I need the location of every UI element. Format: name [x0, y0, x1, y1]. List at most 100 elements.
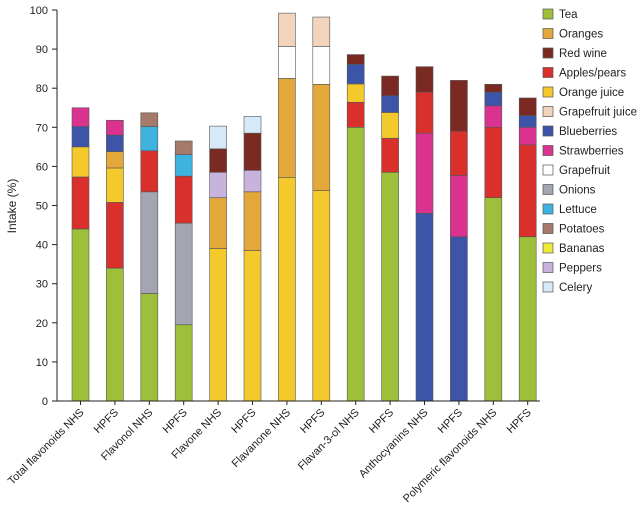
x-tick-label: HPFS: [161, 407, 190, 436]
bar-stack: [518, 97, 537, 402]
bar-segment-red-wine: [381, 75, 399, 96]
x-tick-label: Total flavonoids NHS: [6, 407, 87, 488]
bar-stack: [484, 83, 503, 402]
bar-segment-blueberries: [518, 115, 537, 128]
bar-segment-tea: [381, 171, 399, 402]
bar-segment-blueberries: [106, 134, 124, 152]
bar-stack: [278, 12, 296, 402]
bar-segment-blueberries: [484, 91, 503, 107]
bar-segment-strawberries: [518, 127, 537, 146]
legend-label: Red wine: [559, 48, 607, 60]
legend-swatch: [542, 262, 554, 273]
legend-item: Oranges: [542, 28, 603, 41]
x-tick-label: HPFS: [505, 407, 534, 436]
legend-swatch: [542, 223, 554, 234]
x-tick-label: HPFS: [229, 407, 258, 436]
bar-segment-strawberries: [450, 175, 468, 238]
legend-item: Lettuce: [542, 203, 597, 216]
legend-item: Potatoes: [542, 223, 605, 236]
bar-segment-oranges: [312, 83, 331, 191]
bar-segment-red-wine: [484, 83, 503, 93]
bar-segment-red-wine: [518, 97, 537, 116]
bar-segment-oranges: [243, 191, 262, 251]
bar-segment-strawberries: [484, 105, 503, 128]
legend-item: Blueberries: [542, 125, 617, 138]
bar-segment-grapefruit-juice: [278, 12, 296, 47]
x-tick-label: Flavanone NHS: [230, 407, 293, 470]
plot-area: [71, 12, 537, 402]
legend-item: Peppers: [542, 262, 602, 275]
bar-stack: [174, 140, 193, 402]
bar-segment-oranges: [106, 151, 124, 169]
bar-segment-celery: [243, 116, 262, 134]
y-tick-label: 80: [36, 83, 48, 95]
legend-swatch: [542, 47, 554, 59]
y-tick-label: 10: [36, 357, 48, 369]
legend-label: Potatoes: [559, 224, 605, 236]
y-tick-label: 70: [36, 122, 48, 134]
bar-segment-apples-pears: [174, 175, 193, 224]
legend-swatch: [542, 28, 554, 39]
legend-swatch: [542, 164, 554, 176]
y-tick-label: 60: [36, 161, 48, 173]
bar-segment-tea: [518, 236, 537, 402]
y-tick-label: 40: [36, 240, 48, 252]
bar-stack: [209, 125, 227, 402]
x-tick-label: HPFS: [92, 407, 121, 436]
bar-segment-blueberries: [346, 64, 365, 85]
legend-swatch: [542, 125, 554, 137]
y-tick-label: 50: [36, 201, 48, 213]
bar-segment-blueberries: [415, 213, 434, 402]
bar-segment-blueberries: [381, 95, 399, 113]
y-tick-label: 0: [42, 396, 48, 408]
legend-label: Lettuce: [559, 204, 597, 216]
legend-label: Celery: [559, 282, 592, 294]
legend-item: Onions: [542, 184, 596, 197]
bar-segment-strawberries: [106, 119, 124, 136]
legend-label: Bananas: [559, 243, 605, 255]
bar-segment-tea: [106, 267, 124, 402]
legend-label: Grapefruit juice: [559, 107, 637, 119]
legend-item: Orange juice: [542, 86, 624, 99]
y-axis: 0 10 20 30 40 50 60 70 80 90 100: [30, 5, 58, 408]
bar-segment-orange-juice: [312, 190, 331, 402]
bar-segment-blueberries: [450, 236, 468, 402]
bar-segment-orange-juice: [243, 250, 262, 402]
bar-segment-apples-pears: [346, 101, 365, 128]
bar-segment-apples-pears: [484, 127, 503, 198]
bar-segment-red-wine: [450, 80, 468, 132]
bar-stack: [243, 116, 262, 402]
bar-stack: [140, 112, 159, 402]
y-tick-label: 90: [36, 44, 48, 56]
x-tick-label: Anthocyanins NHS: [357, 407, 431, 481]
bar-segment-oranges: [209, 197, 227, 249]
bar-segment-apples-pears: [381, 137, 399, 173]
bar-segment-grapefruit-juice: [312, 16, 331, 47]
bar-segment-apples-pears: [71, 176, 90, 230]
bar-segment-oranges: [278, 78, 296, 178]
bar-segment-tea: [174, 324, 193, 402]
bar-segment-grapefruit: [278, 46, 296, 79]
legend-item: Grapefruit: [542, 164, 611, 177]
legend: Tea Oranges Red wine Apples/pears Orange jui…: [542, 8, 637, 294]
legend-swatch: [542, 8, 554, 20]
legend-label: Tea: [559, 9, 578, 21]
legend-item: Celery: [542, 281, 592, 294]
bar-stack: [415, 66, 434, 402]
x-tick-label: HPFS: [436, 407, 465, 436]
bar-segment-potatoes: [174, 140, 193, 155]
y-tick-label: 100: [30, 5, 48, 17]
legend-label: Strawberries: [559, 146, 624, 158]
legend-item: Bananas: [542, 242, 605, 255]
bar-segment-strawberries: [71, 107, 90, 127]
legend-item: Strawberries: [542, 145, 624, 158]
bar-segment-apples-pears: [140, 150, 159, 193]
legend-label: Orange juice: [559, 87, 624, 99]
bar-stack: [312, 16, 331, 402]
legend-label: Oranges: [559, 29, 603, 41]
y-tick-label: 20: [36, 318, 48, 330]
bar-segment-lettuce: [174, 154, 193, 177]
bar-segment-orange-juice: [381, 112, 399, 139]
